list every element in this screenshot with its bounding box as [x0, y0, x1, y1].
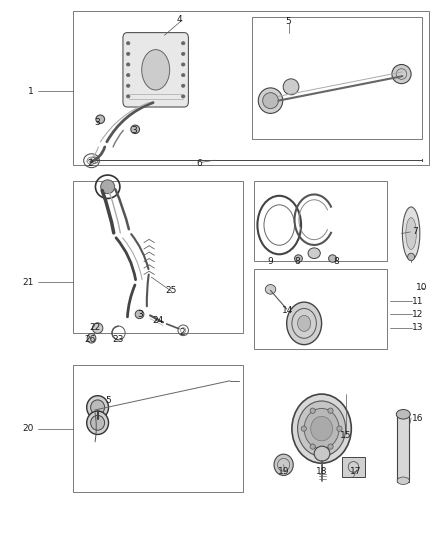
Ellipse shape	[392, 64, 411, 84]
Ellipse shape	[274, 454, 293, 475]
Ellipse shape	[328, 408, 333, 414]
Bar	[73, 365, 243, 492]
Ellipse shape	[301, 426, 307, 431]
Text: 23: 23	[112, 335, 124, 344]
Text: 18: 18	[316, 467, 327, 475]
Ellipse shape	[87, 411, 109, 434]
Bar	[254, 269, 387, 349]
Text: 21: 21	[22, 278, 33, 287]
Ellipse shape	[181, 63, 185, 66]
Ellipse shape	[135, 310, 144, 319]
Ellipse shape	[337, 426, 342, 431]
Text: 14: 14	[283, 305, 293, 314]
Bar	[73, 181, 243, 333]
Bar	[252, 17, 422, 139]
Text: 16: 16	[412, 414, 424, 423]
Text: 25: 25	[165, 286, 177, 295]
Ellipse shape	[406, 217, 417, 249]
Text: 3: 3	[131, 126, 137, 135]
Ellipse shape	[91, 415, 105, 430]
Ellipse shape	[396, 409, 410, 419]
Ellipse shape	[328, 444, 333, 449]
Ellipse shape	[310, 408, 315, 414]
Ellipse shape	[304, 408, 339, 449]
Text: 26: 26	[85, 335, 96, 344]
Ellipse shape	[181, 52, 185, 55]
Ellipse shape	[181, 74, 185, 77]
Ellipse shape	[92, 323, 103, 334]
Bar	[254, 181, 387, 261]
Ellipse shape	[314, 446, 330, 461]
Ellipse shape	[127, 63, 130, 66]
Ellipse shape	[258, 88, 283, 114]
Bar	[73, 11, 428, 165]
Text: 5: 5	[105, 396, 110, 405]
Ellipse shape	[131, 125, 140, 134]
Text: 11: 11	[412, 296, 424, 305]
Ellipse shape	[96, 115, 105, 124]
Ellipse shape	[283, 79, 299, 95]
Text: 13: 13	[412, 323, 424, 332]
Text: 2: 2	[179, 328, 185, 337]
Text: 12: 12	[412, 310, 424, 319]
Ellipse shape	[127, 74, 130, 77]
Text: 3: 3	[94, 118, 99, 127]
Ellipse shape	[397, 477, 410, 484]
Ellipse shape	[87, 334, 96, 343]
Ellipse shape	[127, 42, 130, 45]
Ellipse shape	[328, 255, 336, 262]
Text: 1: 1	[28, 86, 33, 95]
Ellipse shape	[297, 401, 346, 456]
Ellipse shape	[292, 394, 351, 463]
Ellipse shape	[263, 93, 279, 109]
Text: 10: 10	[416, 283, 427, 292]
Ellipse shape	[127, 84, 130, 87]
Text: 22: 22	[89, 323, 100, 332]
Ellipse shape	[142, 50, 170, 90]
Text: 19: 19	[278, 467, 290, 475]
Ellipse shape	[87, 395, 109, 419]
Ellipse shape	[101, 180, 115, 193]
Text: 4: 4	[177, 15, 183, 24]
Ellipse shape	[287, 302, 321, 345]
Text: 6: 6	[197, 159, 202, 168]
Ellipse shape	[265, 285, 276, 294]
Ellipse shape	[181, 84, 185, 87]
Ellipse shape	[127, 52, 130, 55]
Text: 3: 3	[138, 310, 143, 319]
Text: 20: 20	[22, 424, 33, 433]
Ellipse shape	[127, 95, 130, 98]
Bar	[397, 413, 410, 482]
Text: 9: 9	[268, 257, 273, 265]
Text: 8: 8	[333, 257, 339, 265]
Text: 7: 7	[412, 228, 418, 237]
Text: 2: 2	[88, 159, 93, 168]
Text: 5: 5	[285, 18, 291, 27]
Ellipse shape	[308, 248, 320, 259]
Ellipse shape	[311, 416, 332, 441]
Text: 8: 8	[295, 257, 300, 265]
Ellipse shape	[294, 255, 302, 262]
Ellipse shape	[91, 400, 105, 415]
FancyBboxPatch shape	[123, 33, 188, 107]
Text: 17: 17	[350, 467, 361, 475]
Bar	[342, 457, 365, 477]
Ellipse shape	[181, 42, 185, 45]
Ellipse shape	[403, 207, 420, 260]
Ellipse shape	[297, 316, 311, 332]
Ellipse shape	[310, 444, 315, 449]
Text: 24: 24	[152, 316, 163, 325]
Text: 15: 15	[340, 431, 351, 440]
Ellipse shape	[408, 253, 415, 261]
Ellipse shape	[181, 95, 185, 98]
